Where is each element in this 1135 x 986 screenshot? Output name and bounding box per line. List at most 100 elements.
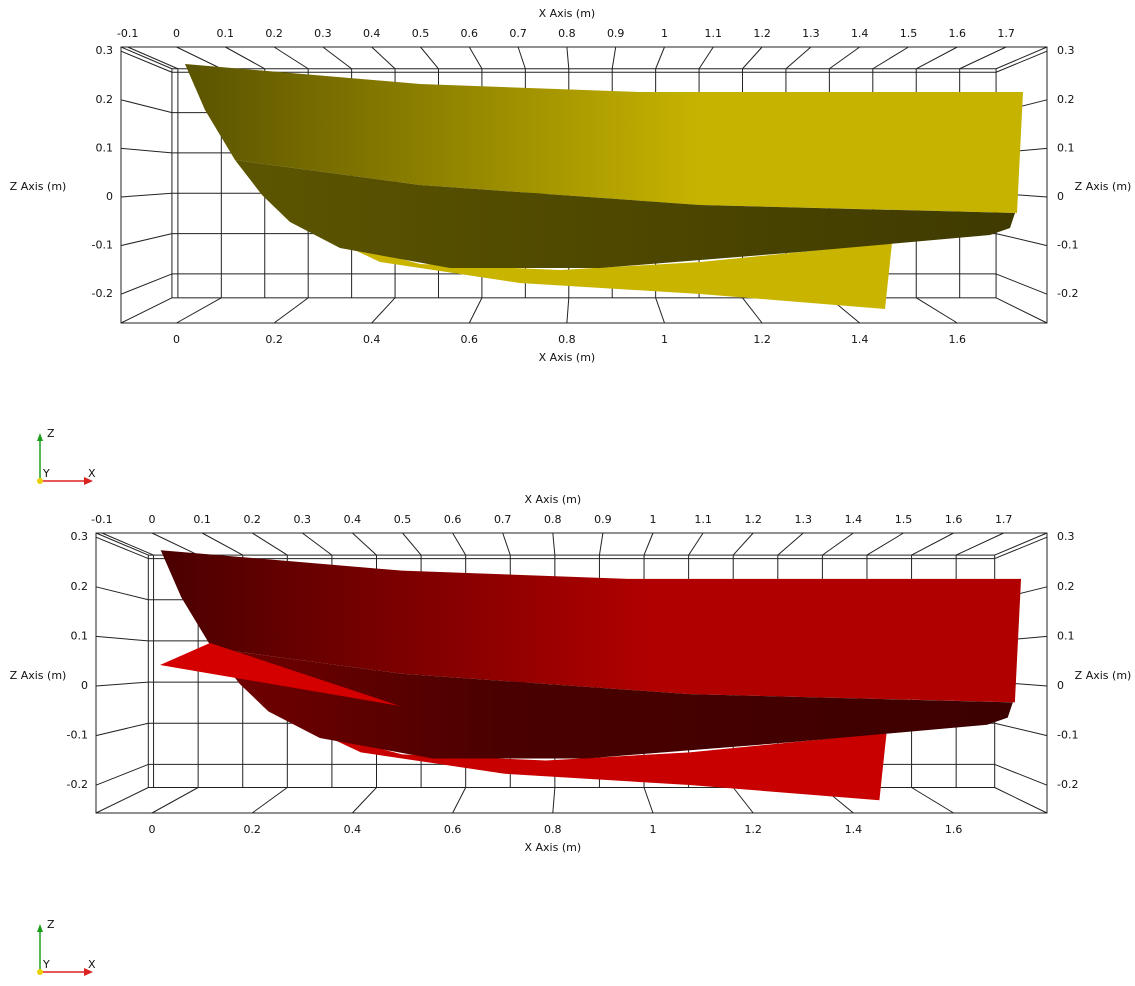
triad-x-label: X [88,958,96,971]
top-tick-label: 0 [149,513,156,526]
top-tick-label: 1 [650,513,657,526]
grid-line [655,46,665,69]
top-tick-label: 0.6 [461,27,479,40]
grid-line [302,532,333,556]
top-tick-label: 1.4 [851,27,869,40]
right-tick-label: 0 [1057,679,1064,692]
grid-line [643,787,654,814]
grid-line [552,532,556,556]
grid-line [352,532,377,556]
right-tick-label: 0.1 [1057,629,1075,642]
triad-y-label: Y [42,467,50,480]
right-tick-label: 0 [1057,190,1064,203]
grid-line [742,297,763,324]
left-tick-label: 0.1 [96,141,114,154]
grid-line [688,532,704,556]
top-tick-label: 1.7 [995,513,1013,526]
grid-line [201,532,243,556]
right-tick-label: 0.1 [1057,141,1075,154]
grid-line [698,46,714,70]
hull-keel [235,160,1015,268]
triad-x-label: X [88,467,96,480]
grid-line [959,46,1007,70]
bottom-tick-label: 1 [650,823,657,836]
top-tick-label: 0.4 [363,27,381,40]
grid-line [127,46,179,70]
grid-line [371,46,396,70]
grid-line [95,681,149,687]
grid-line [151,787,199,814]
top-tick-label: 0 [173,27,180,40]
top-tick-label: 1.1 [705,27,723,40]
hull-side [185,64,1023,213]
x-axis-title: X Axis (m) [524,493,581,506]
triad-y [37,969,43,975]
bottom-tick-label: 1.2 [753,333,771,346]
right-tick-label: 0.2 [1057,93,1075,106]
top-tick-label: 0.9 [607,27,625,40]
top-tick-label: 1.6 [949,27,967,40]
grid-line [101,532,154,556]
left-tick-label: 0 [81,679,88,692]
bottom-tick-label: 1 [661,333,668,346]
box-edge [95,532,149,556]
grid-line [95,536,149,560]
top-tick-label: 0.7 [509,27,527,40]
grid-line [120,99,173,114]
box-edge [995,297,1048,324]
x-axis-title: X Axis (m) [539,351,596,364]
grid-line [225,46,265,70]
triad-y-label: Y [42,958,50,971]
grid-line [273,297,309,324]
grid-line [371,297,396,324]
hull-fin [160,643,400,706]
bottom-tick-label: 0.8 [558,333,576,346]
grid-line [95,586,149,601]
triad-z-head [37,433,43,441]
panel: -0.1 0 0.1 0.2 0.3 0.4 0.5 0.6 0.7 0.8 0.9 1 1.1 1.2 1… [10,7,1132,485]
grid-line [742,46,763,70]
top-tick-label: 0.1 [193,513,211,526]
grid-line [120,273,173,295]
triad-z-label: Z [47,427,55,440]
bottom-tick-label: 0 [173,333,180,346]
grid-line [452,532,467,556]
grid-line [502,532,511,556]
grid-line [822,532,854,556]
grid-line [866,532,904,556]
right-tick-label: -0.1 [1057,729,1078,742]
top-tick-label: 0.7 [494,513,512,526]
grid-line [643,532,654,556]
grid-line [420,46,439,70]
grid-line [955,532,1004,556]
left-tick-label: -0.2 [92,287,113,300]
grid-line [872,46,909,70]
right-tick-label: -0.2 [1057,287,1078,300]
grid-line [915,297,958,324]
bottom-tick-label: 0.2 [265,333,283,346]
grid-line [151,532,199,556]
grid-line [777,532,804,556]
triad-z-label: Z [47,918,55,931]
left-tick-label: -0.1 [67,729,88,742]
top-tick-label: 1.2 [753,27,771,40]
front-frame [95,532,1048,814]
hull-side [160,550,1022,703]
x-axis-title: X Axis (m) [539,7,596,20]
box-edge [120,46,173,70]
z-axis-title: Z Axis (m) [1075,180,1132,193]
z-axis-title: Z Axis (m) [10,669,67,682]
top-tick-label: 0.5 [412,27,430,40]
grid-line [452,787,467,814]
bottom-tick-label: 0.2 [243,823,261,836]
bottom-tick-label: 0.4 [363,333,381,346]
triad-y [37,478,43,484]
top-tick-label: 0.4 [344,513,362,526]
grid-line [176,46,222,70]
top-tick-label: 0.3 [314,27,332,40]
triad-x-head [84,477,93,485]
bottom-tick-label: 1.6 [945,823,963,836]
top-tick-label: 0.2 [265,27,283,40]
top-tick-label: 1.6 [945,513,963,526]
left-tick-label: 0 [106,190,113,203]
